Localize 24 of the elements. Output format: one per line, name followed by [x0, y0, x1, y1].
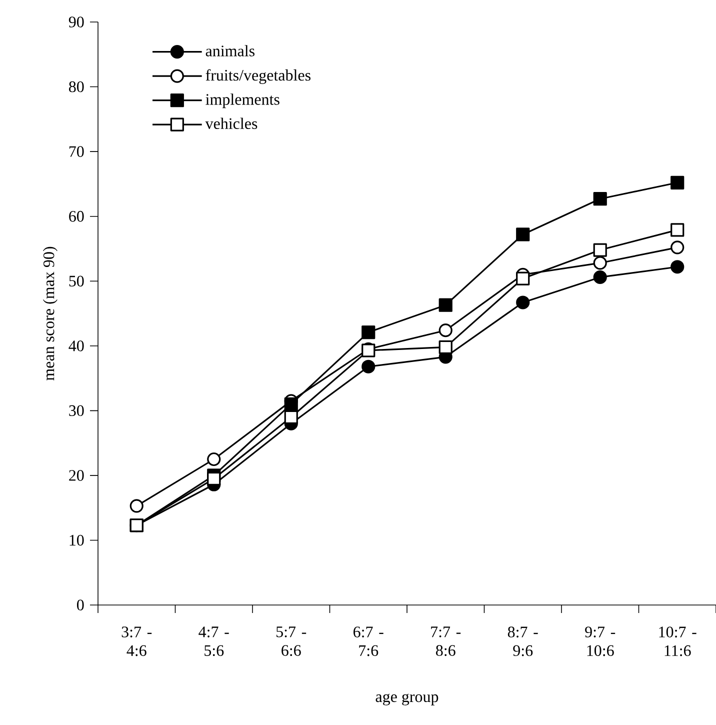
y-tick-label: 80 — [68, 81, 84, 92]
x-tick-label: 9:7 - 10:6 — [584, 626, 615, 656]
x-tick-label: 6:7 - 7:6 — [353, 626, 384, 656]
y-tick-label: 20 — [68, 470, 84, 481]
legend-label: animals — [206, 45, 254, 56]
y-tick-label: 70 — [69, 146, 84, 157]
y-axis-title: mean score (max 90) — [42, 246, 58, 380]
y-tick-label: 40 — [68, 340, 84, 352]
y-tick-label: 0 — [76, 600, 84, 610]
x-tick-label: 5:7 - 6:6 — [276, 626, 306, 656]
legend-label: fruits/vegetables — [206, 69, 310, 84]
legend-label: vehicles — [205, 118, 257, 130]
x-tick-label: 10:7 - 11:6 — [659, 626, 696, 656]
y-tick-label: 50 — [69, 276, 84, 287]
x-tick-label: 4:7 - 5:6 — [198, 626, 229, 656]
x-tick-label: 7:7 - 8:6 — [430, 626, 460, 656]
x-axis-title: age group — [376, 694, 438, 706]
y-tick-label: 90 — [68, 16, 84, 28]
y-tick-label: 60 — [68, 210, 84, 222]
y-tick-label: 30 — [68, 405, 84, 416]
legend-label: implements — [205, 94, 280, 108]
x-tick-label: 8:7 - 9:6 — [508, 626, 538, 656]
y-tick-label: 10 — [70, 534, 84, 546]
x-tick-label: 3:7 - 4:6 — [122, 626, 152, 656]
